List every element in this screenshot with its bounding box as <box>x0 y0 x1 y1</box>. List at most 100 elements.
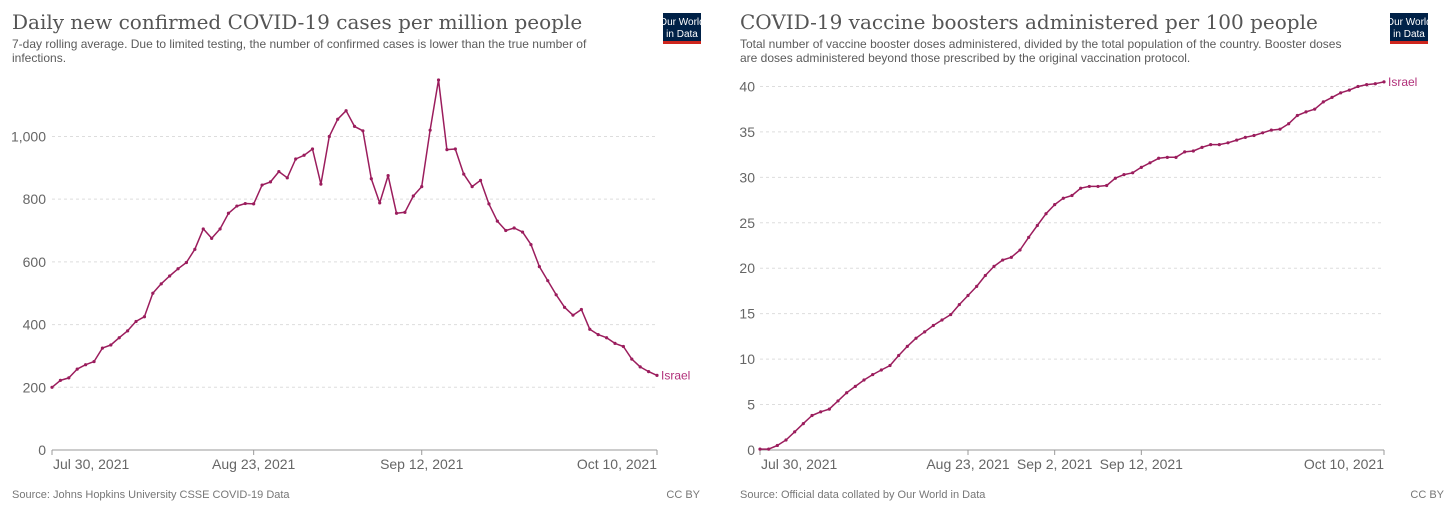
license-link[interactable]: CC BY <box>1410 489 1444 501</box>
y-tick-label: 15 <box>739 306 755 322</box>
data-point <box>1304 110 1308 114</box>
data-point <box>1235 138 1239 142</box>
plot-area-cases: 0 200 400 600 800 1,000 Jul 30, 2021 Aug 23, 20… <box>11 78 690 472</box>
license-link[interactable]: CC BY <box>666 489 700 501</box>
data-point <box>1209 143 1213 147</box>
data-point <box>1035 223 1039 228</box>
y-tick-label: 35 <box>739 124 755 140</box>
data-point <box>142 315 147 319</box>
source-note[interactable]: Source: Official data collated by Our Wo… <box>740 489 986 501</box>
chart-title: Daily new confirmed COVID-19 cases per m… <box>12 10 582 34</box>
data-point <box>905 344 909 348</box>
chart-subtitle-line: infections. <box>12 51 66 65</box>
data-point <box>571 313 575 317</box>
x-tick-label: Sep 12, 2021 <box>380 456 464 472</box>
data-point <box>462 172 466 176</box>
data-point <box>67 376 71 380</box>
data-point <box>537 264 541 269</box>
data-point <box>487 202 491 206</box>
data-point <box>420 185 424 189</box>
data-point <box>1183 150 1187 154</box>
series-label-israel: Israel <box>661 368 690 382</box>
data-point <box>50 385 54 389</box>
data-point <box>1105 183 1109 188</box>
data-point <box>109 343 113 347</box>
data-point <box>445 148 449 152</box>
data-point <box>277 169 281 174</box>
data-point <box>336 117 340 121</box>
data-point <box>84 363 88 367</box>
logo-text: Our World <box>659 17 704 28</box>
data-point <box>1122 173 1126 177</box>
source-note[interactable]: Source: Johns Hopkins University CSSE CO… <box>12 489 290 501</box>
data-point <box>319 182 323 186</box>
data-point <box>294 157 298 161</box>
logo-text: in Data <box>1393 29 1425 40</box>
data-point <box>268 180 273 184</box>
data-point <box>478 178 483 182</box>
data-point <box>1217 143 1221 147</box>
data-point <box>767 447 771 451</box>
data-point <box>940 318 944 322</box>
data-point <box>638 365 642 369</box>
y-tick-label: 10 <box>739 351 755 367</box>
y-tick-label: 600 <box>23 254 47 270</box>
data-point <box>1096 184 1100 189</box>
data-point <box>184 260 189 265</box>
data-point <box>369 177 373 181</box>
data-point <box>613 341 617 345</box>
owid-logo[interactable]: Our World in Data <box>1386 13 1432 44</box>
data-point <box>1287 122 1291 126</box>
x-tick-label: Oct 10, 2021 <box>577 456 657 472</box>
data-point <box>588 327 592 331</box>
data-point <box>1139 165 1143 169</box>
owid-logo[interactable]: Our World in Data <box>659 13 705 44</box>
y-tick-label: 400 <box>23 317 47 333</box>
data-point <box>775 443 779 448</box>
data-point <box>546 279 550 283</box>
data-point <box>966 293 970 298</box>
data-point <box>352 124 357 129</box>
data-point <box>92 359 96 364</box>
y-tick-label: 0 <box>747 442 755 458</box>
data-point <box>923 330 927 334</box>
data-point <box>151 291 155 295</box>
y-tick-label: 20 <box>739 260 755 276</box>
data-point <box>1382 80 1386 84</box>
data-point <box>1044 212 1048 216</box>
data-point <box>75 367 79 371</box>
data-point <box>562 305 567 309</box>
x-tick-label: Aug 23, 2021 <box>926 456 1010 472</box>
data-point <box>1269 128 1273 132</box>
data-point <box>1295 113 1299 118</box>
data-point <box>845 391 849 395</box>
y-tick-label: 800 <box>23 191 47 207</box>
data-point <box>975 284 979 289</box>
y-tick-label: 5 <box>747 397 755 413</box>
data-point <box>1148 161 1152 165</box>
x-tick-label: Aug 23, 2021 <box>212 456 296 472</box>
data-point <box>117 336 121 340</box>
data-point <box>1261 131 1265 135</box>
data-point <box>210 236 214 240</box>
data-point <box>1365 83 1369 87</box>
data-point <box>1174 155 1178 159</box>
data-point <box>957 302 961 307</box>
data-point <box>201 227 205 231</box>
data-point <box>1226 141 1230 145</box>
data-point <box>758 447 762 451</box>
data-point <box>243 201 247 206</box>
data-point <box>801 422 805 426</box>
data-point <box>1252 133 1256 138</box>
data-point <box>646 370 651 374</box>
data-point <box>436 78 441 82</box>
data-point <box>949 312 953 317</box>
data-point <box>1321 100 1325 104</box>
data-point <box>411 194 415 198</box>
data-point <box>1087 184 1091 189</box>
data-point <box>453 147 457 151</box>
data-point <box>495 219 499 223</box>
data-point <box>819 410 823 414</box>
chart-panel-cases: Daily new confirmed COVID-19 cases per m… <box>11 10 705 501</box>
data-point <box>914 336 918 340</box>
